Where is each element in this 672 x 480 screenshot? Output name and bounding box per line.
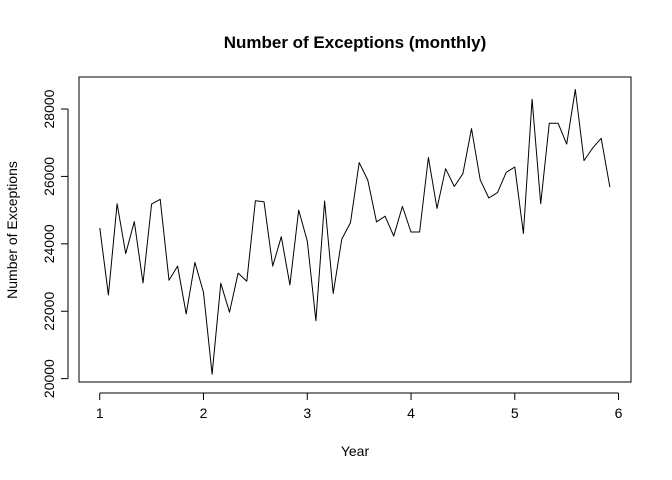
y-axis-label: Number of Exceptions [4, 161, 20, 299]
x-tick-label: 4 [407, 405, 415, 421]
y-axis: 20000 22000 24000 26000 28000 [41, 89, 69, 398]
y-tick-label: 24000 [41, 224, 57, 263]
y-tick-label: 20000 [41, 359, 57, 398]
x-tick-label: 6 [615, 405, 623, 421]
y-tick-label: 26000 [41, 157, 57, 196]
x-axis-label: Year [341, 443, 370, 459]
x-axis: 1 2 3 4 5 6 [96, 392, 623, 421]
y-tick-label: 28000 [41, 89, 57, 128]
x-tick-label: 1 [96, 405, 104, 421]
chart-title: Number of Exceptions (monthly) [224, 33, 487, 52]
x-tick-label: 5 [511, 405, 519, 421]
x-tick-label: 3 [303, 405, 311, 421]
x-tick-label: 2 [200, 405, 208, 421]
y-tick-label: 22000 [41, 292, 57, 331]
plot-frame [78, 76, 632, 383]
series-line [99, 89, 611, 375]
